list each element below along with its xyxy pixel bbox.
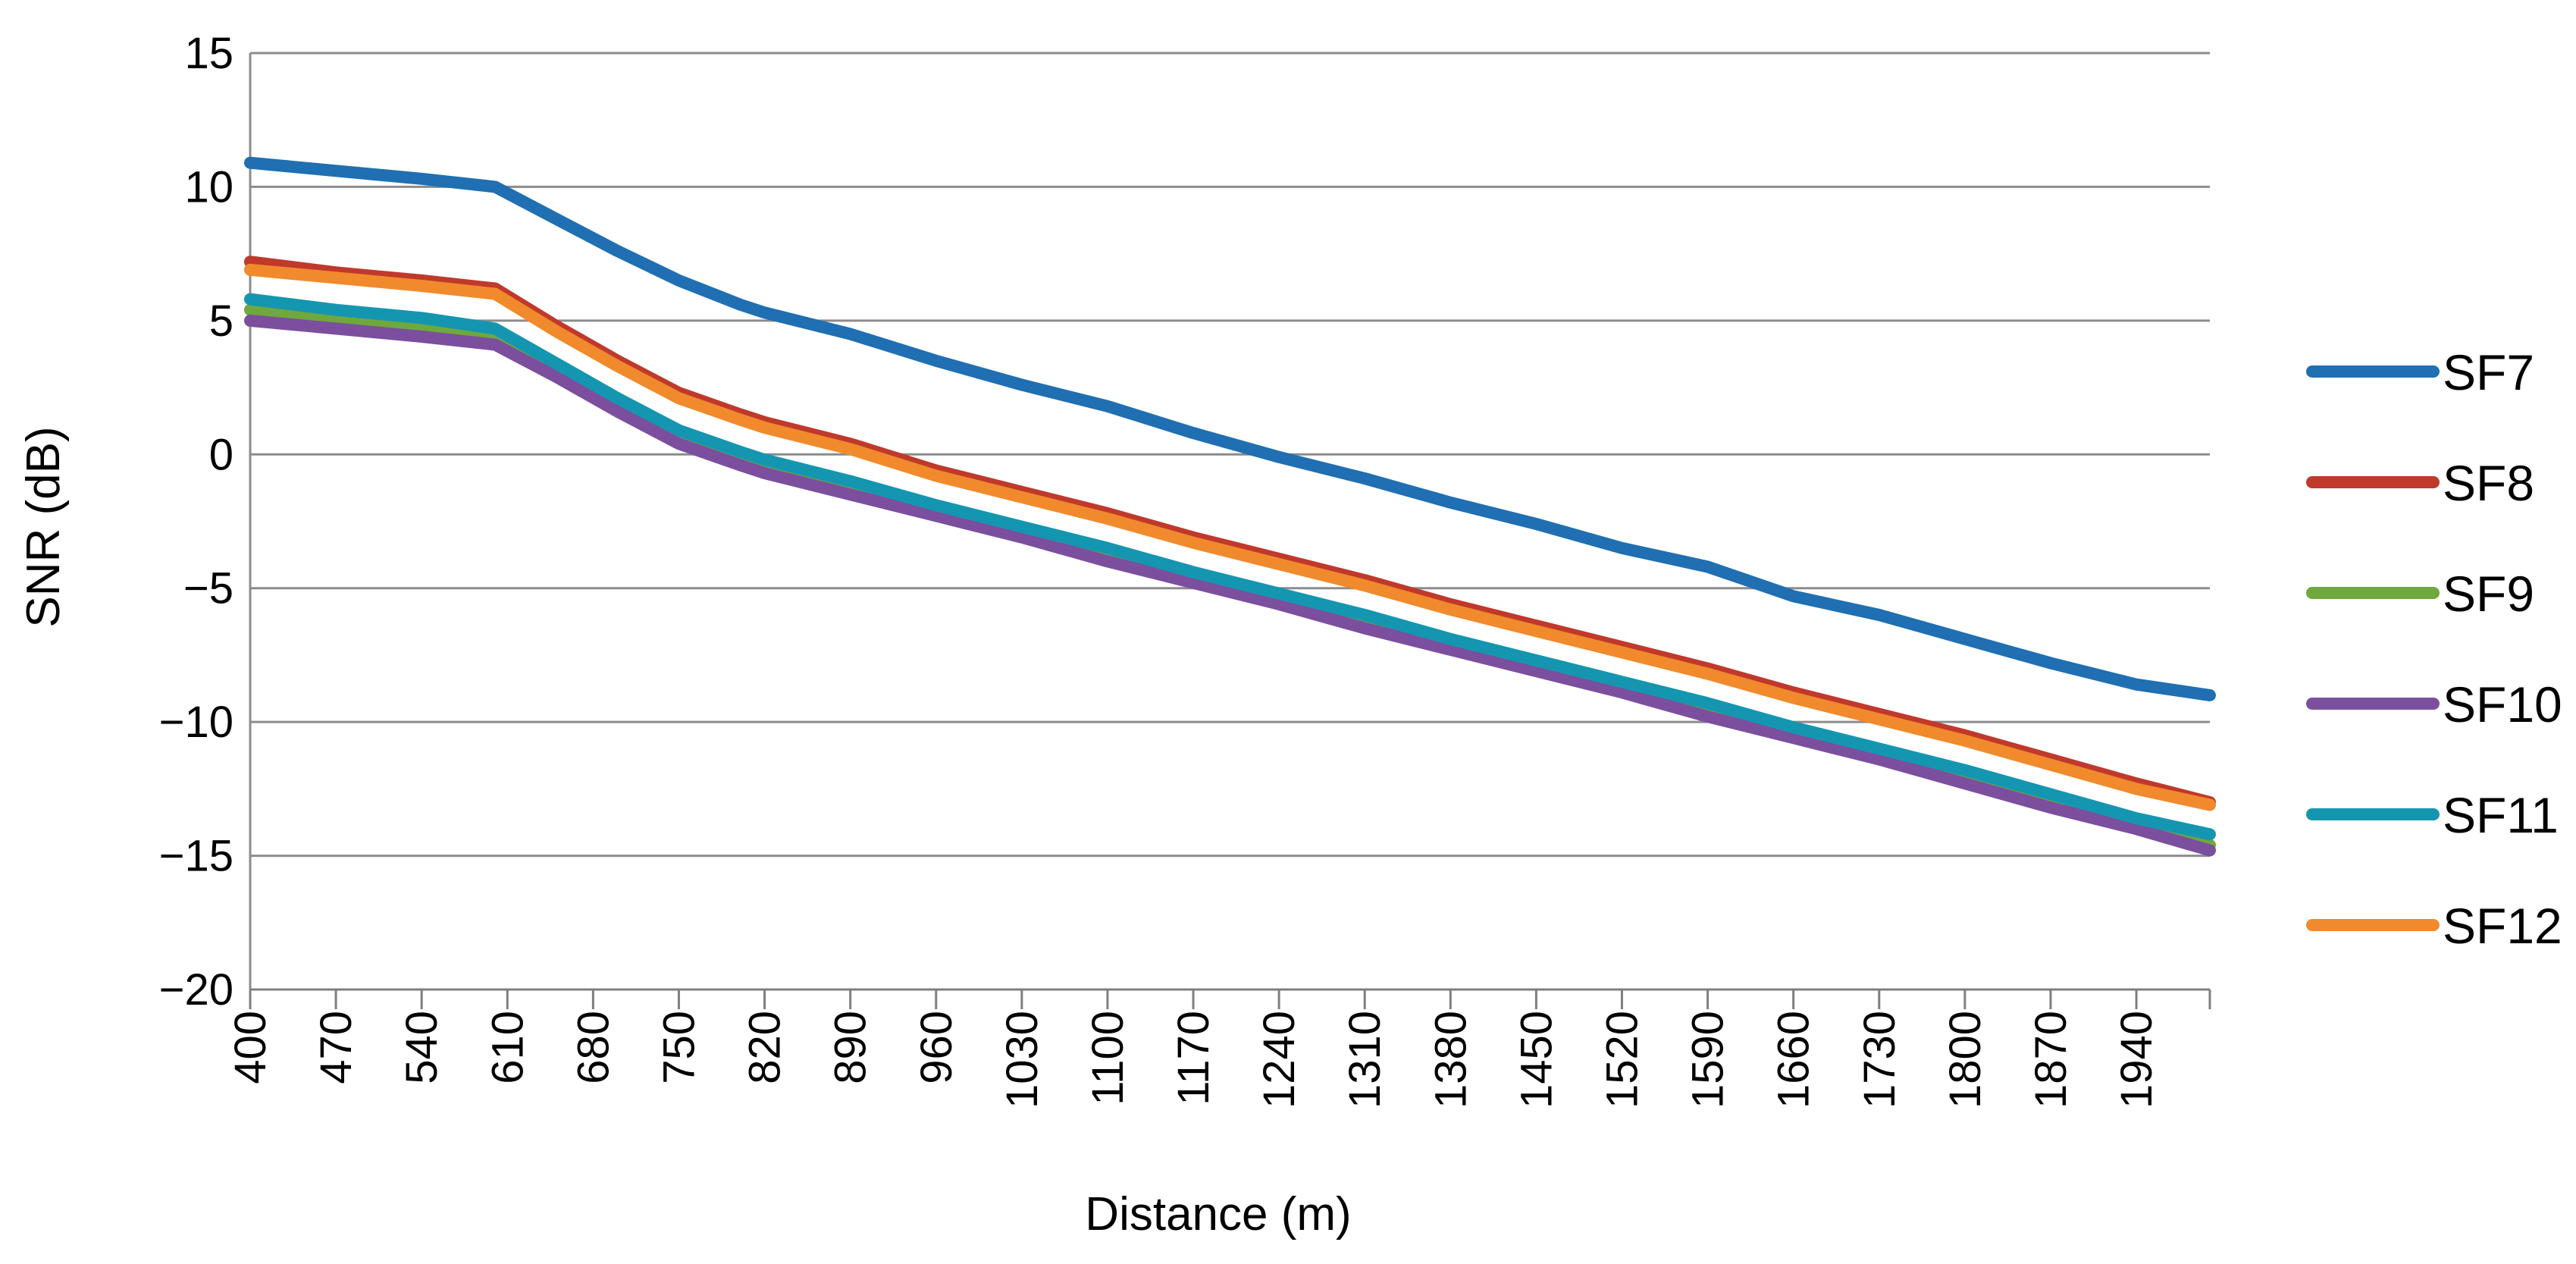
x-axis-label: Distance (m) [1085, 1188, 1351, 1240]
x-tick-label: 610 [483, 1011, 532, 1084]
x-tick-label: 1800 [1941, 1011, 1990, 1109]
x-tick-label: 680 [569, 1011, 618, 1084]
x-tick-label: 1590 [1684, 1011, 1733, 1109]
x-tick-label: 750 [654, 1011, 704, 1084]
x-tick-label: 1940 [2112, 1011, 2161, 1109]
x-tick-labels: 400 470 540 610 680 750 820 890 960 1030 1100 1170 1… [226, 1011, 2161, 1109]
y-tick-label: 15 [184, 29, 233, 78]
x-tick-label: 1310 [1340, 1011, 1390, 1109]
x-tick-label: 1380 [1426, 1011, 1475, 1109]
x-tick-label: 400 [226, 1011, 275, 1084]
legend-label-sf8: SF8 [2443, 455, 2534, 511]
y-axis-label: SNR (dB) [17, 426, 70, 627]
x-tick-label: 540 [397, 1011, 447, 1084]
x-tick-label: 1240 [1255, 1011, 1304, 1109]
legend-label-sf12: SF12 [2443, 898, 2562, 954]
x-tick-label: 890 [826, 1011, 876, 1084]
x-tick-label: 1100 [1083, 1011, 1133, 1106]
gridlines [250, 52, 2210, 991]
series-line-sf11 [244, 293, 2216, 841]
y-tick-label: 10 [184, 162, 233, 212]
legend: SF7 SF8 SF9 SF10 SF11 SF12 [2306, 344, 2562, 954]
series-line-sf7 [244, 156, 2216, 701]
y-tick-label: −20 [159, 965, 233, 1015]
series-lines [244, 156, 2216, 857]
axes [249, 53, 2211, 1009]
legend-label-sf9: SF9 [2443, 566, 2534, 622]
y-tick-label: −10 [159, 698, 233, 747]
x-tick-label: 1030 [998, 1011, 1047, 1109]
y-tick-label: −5 [183, 564, 233, 613]
x-tick-label: 1520 [1598, 1011, 1647, 1109]
x-tick-label: 1730 [1855, 1011, 1904, 1109]
legend-label-sf7: SF7 [2443, 344, 2534, 400]
x-tick-label: 1660 [1769, 1011, 1819, 1109]
x-tick-label: 1870 [2026, 1011, 2076, 1109]
series-line-sf12 [244, 263, 2216, 811]
x-tick-label: 960 [912, 1011, 961, 1084]
y-tick-label: 0 [209, 430, 233, 479]
legend-label-sf10: SF10 [2443, 676, 2562, 732]
y-tick-labels: 15 10 5 0 −5 −10 −15 −20 [159, 29, 233, 1015]
legend-label-sf11: SF11 [2443, 787, 2559, 843]
x-tick-label: 470 [312, 1011, 361, 1084]
x-tick-label: 1450 [1512, 1011, 1561, 1109]
x-tick-label: 1170 [1169, 1011, 1218, 1106]
y-tick-label: −15 [159, 832, 233, 881]
y-tick-label: 5 [209, 296, 233, 346]
series-line-sf10 [244, 314, 2216, 857]
x-tick-label: 820 [741, 1011, 790, 1084]
